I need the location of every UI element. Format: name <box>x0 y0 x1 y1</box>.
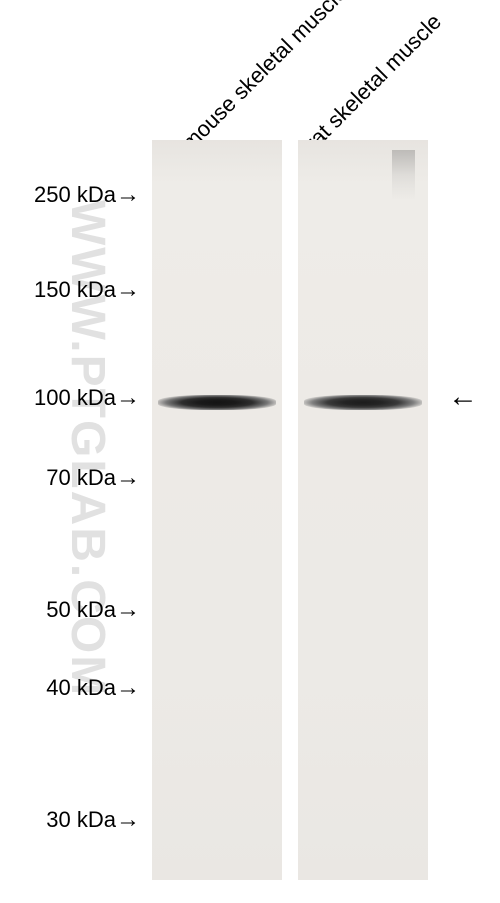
blot-lane-1 <box>152 140 282 880</box>
marker-70: 70 kDa→ <box>8 465 140 491</box>
marker-150: 150 kDa→ <box>8 277 140 303</box>
marker-label: 50 kDa <box>8 597 116 623</box>
marker-arrow-icon: → <box>116 184 140 206</box>
marker-label: 100 kDa <box>8 385 116 411</box>
marker-arrow-icon: → <box>116 279 140 301</box>
marker-100: 100 kDa→ <box>8 385 140 411</box>
protein-band <box>304 395 422 410</box>
marker-arrow-icon: → <box>116 467 140 489</box>
marker-arrow-icon: → <box>116 809 140 831</box>
marker-50: 50 kDa→ <box>8 597 140 623</box>
protein-band <box>158 395 276 410</box>
blot-lane-2 <box>298 140 428 880</box>
marker-arrow-icon: → <box>116 387 140 409</box>
marker-250: 250 kDa→ <box>8 182 140 208</box>
blot-smudge <box>392 150 415 200</box>
result-arrow-icon: ← <box>448 380 478 414</box>
lane-label-2: rat skeletal muscle <box>300 9 447 156</box>
marker-label: 40 kDa <box>8 675 116 701</box>
marker-arrow-icon: → <box>116 599 140 621</box>
marker-40: 40 kDa→ <box>8 675 140 701</box>
marker-label: 70 kDa <box>8 465 116 491</box>
marker-label: 30 kDa <box>8 807 116 833</box>
marker-label: 250 kDa <box>8 182 116 208</box>
marker-label: 150 kDa <box>8 277 116 303</box>
marker-arrow-icon: → <box>116 677 140 699</box>
marker-30: 30 kDa→ <box>8 807 140 833</box>
